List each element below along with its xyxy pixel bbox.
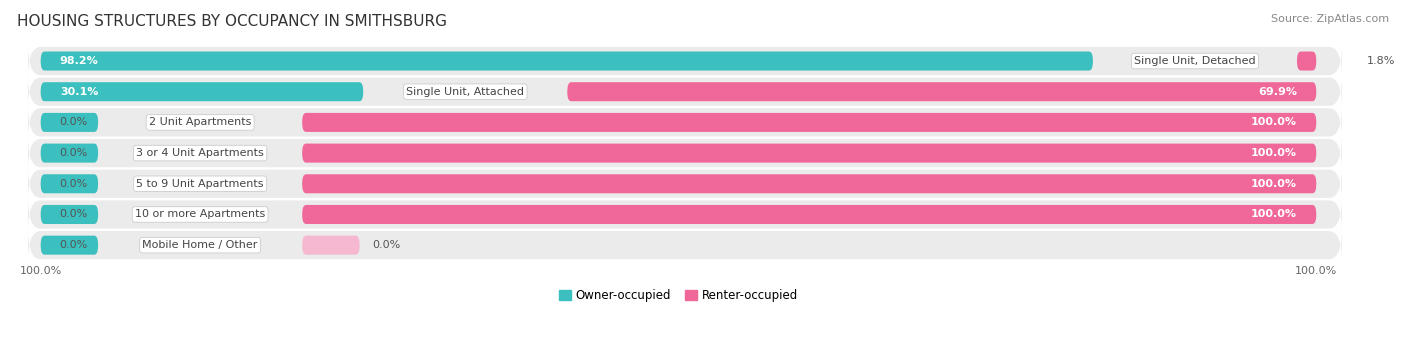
FancyBboxPatch shape [28, 106, 1341, 139]
FancyBboxPatch shape [302, 174, 1316, 193]
FancyBboxPatch shape [41, 236, 98, 255]
FancyBboxPatch shape [28, 75, 1341, 108]
FancyBboxPatch shape [41, 51, 1092, 71]
Text: 69.9%: 69.9% [1258, 87, 1298, 97]
FancyBboxPatch shape [28, 167, 1341, 201]
Text: 10 or more Apartments: 10 or more Apartments [135, 209, 266, 220]
Text: 100.0%: 100.0% [1251, 179, 1298, 189]
FancyBboxPatch shape [28, 136, 1341, 170]
Text: 5 to 9 Unit Apartments: 5 to 9 Unit Apartments [136, 179, 264, 189]
Text: Mobile Home / Other: Mobile Home / Other [142, 240, 257, 250]
Text: 0.0%: 0.0% [59, 209, 89, 220]
FancyBboxPatch shape [28, 198, 1341, 231]
FancyBboxPatch shape [302, 205, 1316, 224]
Text: 100.0%: 100.0% [1251, 209, 1298, 220]
Text: 30.1%: 30.1% [60, 87, 98, 97]
FancyBboxPatch shape [302, 236, 360, 255]
Text: 98.2%: 98.2% [60, 56, 98, 66]
Text: 2 Unit Apartments: 2 Unit Apartments [149, 117, 252, 128]
Text: Single Unit, Detached: Single Unit, Detached [1135, 56, 1256, 66]
Text: 0.0%: 0.0% [59, 240, 89, 250]
FancyBboxPatch shape [41, 174, 98, 193]
Text: 0.0%: 0.0% [59, 148, 89, 158]
Text: 100.0%: 100.0% [1251, 117, 1298, 128]
Text: 0.0%: 0.0% [59, 179, 89, 189]
Text: 0.0%: 0.0% [373, 240, 401, 250]
Legend: Owner-occupied, Renter-occupied: Owner-occupied, Renter-occupied [560, 289, 799, 302]
FancyBboxPatch shape [302, 113, 1316, 132]
Text: HOUSING STRUCTURES BY OCCUPANCY IN SMITHSBURG: HOUSING STRUCTURES BY OCCUPANCY IN SMITH… [17, 14, 447, 29]
FancyBboxPatch shape [28, 44, 1341, 78]
Text: 100.0%: 100.0% [1251, 148, 1298, 158]
FancyBboxPatch shape [28, 228, 1341, 262]
Text: 1.8%: 1.8% [1367, 56, 1396, 66]
FancyBboxPatch shape [41, 144, 98, 163]
FancyBboxPatch shape [1296, 51, 1316, 71]
FancyBboxPatch shape [41, 205, 98, 224]
Text: Source: ZipAtlas.com: Source: ZipAtlas.com [1271, 14, 1389, 24]
FancyBboxPatch shape [567, 82, 1316, 101]
FancyBboxPatch shape [302, 144, 1316, 163]
FancyBboxPatch shape [41, 82, 363, 101]
FancyBboxPatch shape [41, 113, 98, 132]
Text: Single Unit, Attached: Single Unit, Attached [406, 87, 524, 97]
Text: 3 or 4 Unit Apartments: 3 or 4 Unit Apartments [136, 148, 264, 158]
Text: 0.0%: 0.0% [59, 117, 89, 128]
